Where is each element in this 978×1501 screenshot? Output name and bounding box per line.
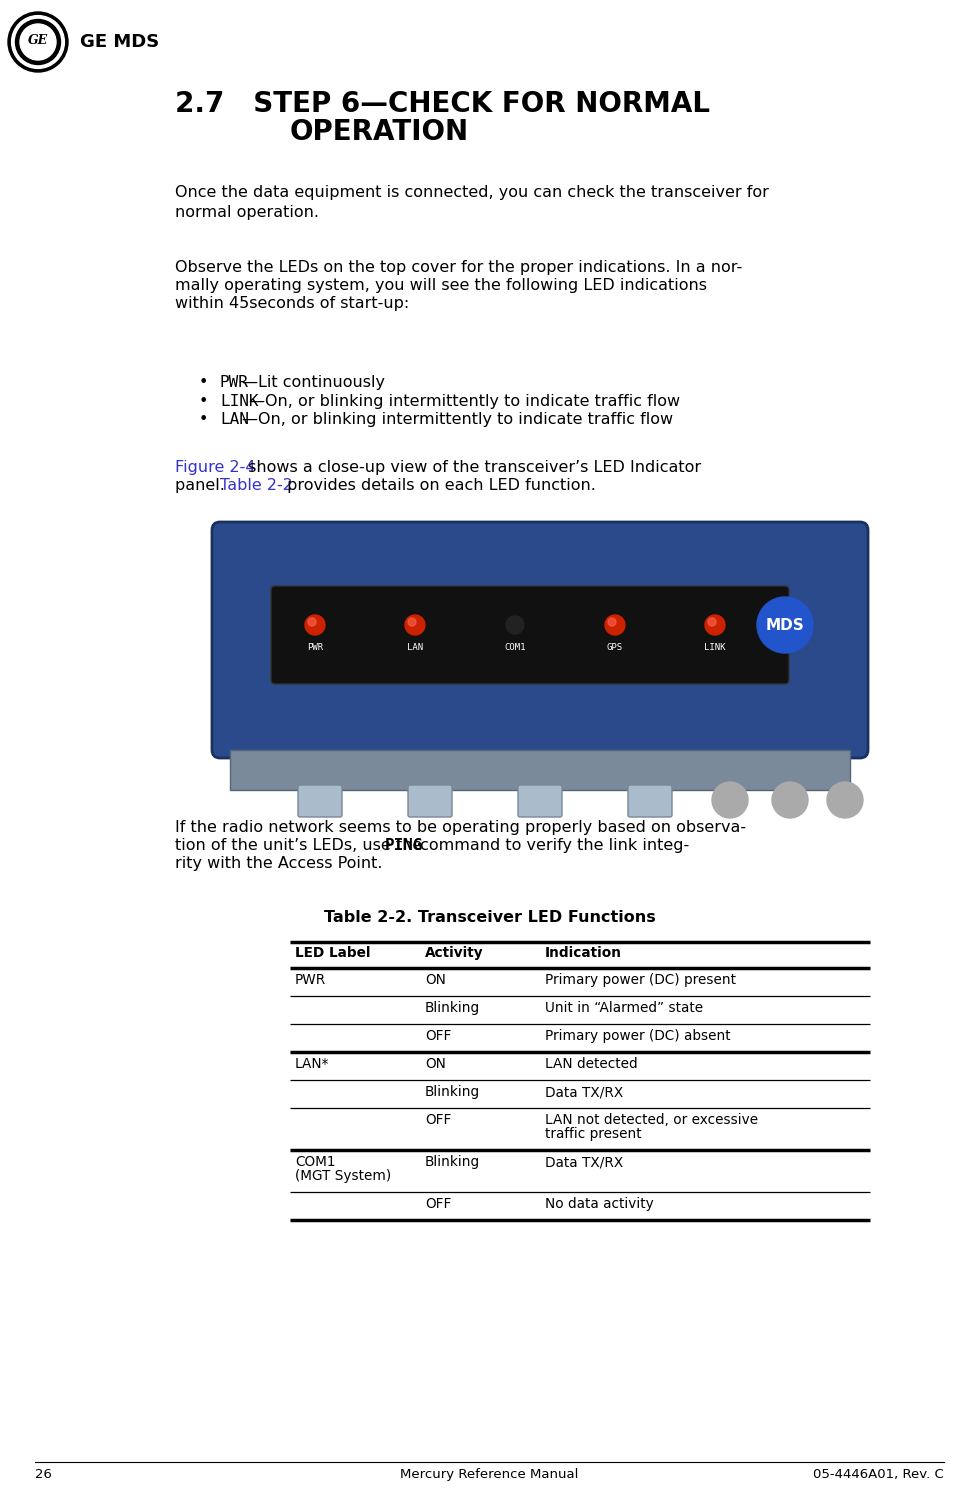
- Text: 2.7   STEP 6—CHECK FOR NORMAL: 2.7 STEP 6—CHECK FOR NORMAL: [175, 90, 709, 119]
- Circle shape: [20, 24, 56, 60]
- Circle shape: [305, 615, 325, 635]
- Text: 26: 26: [35, 1468, 52, 1481]
- Text: PWR: PWR: [307, 642, 323, 651]
- Text: Data TX/RX: Data TX/RX: [545, 1154, 623, 1169]
- Text: LINK: LINK: [220, 393, 258, 408]
- Text: •: •: [199, 393, 207, 408]
- Text: shows a close-up view of the transceiver’s LED Indicator: shows a close-up view of the transceiver…: [243, 459, 700, 474]
- Text: LAN*: LAN*: [294, 1057, 329, 1072]
- Circle shape: [711, 782, 747, 818]
- Text: Blinking: Blinking: [424, 1154, 479, 1169]
- Text: rity with the Access Point.: rity with the Access Point.: [175, 856, 382, 871]
- Text: panel.: panel.: [175, 477, 230, 492]
- Text: Table 2-2. Transceiver LED Functions: Table 2-2. Transceiver LED Functions: [324, 910, 654, 925]
- Text: tion of the unit’s LEDs, use the: tion of the unit’s LEDs, use the: [175, 838, 427, 853]
- Text: Figure 2-4. LED Indicator Panel: Figure 2-4. LED Indicator Panel: [348, 775, 630, 790]
- Text: PWR: PWR: [220, 375, 248, 390]
- Text: Primary power (DC) present: Primary power (DC) present: [545, 973, 735, 988]
- Circle shape: [506, 615, 523, 633]
- FancyBboxPatch shape: [627, 785, 671, 817]
- FancyBboxPatch shape: [517, 785, 561, 817]
- Circle shape: [12, 15, 65, 69]
- FancyBboxPatch shape: [212, 522, 867, 758]
- Text: If the radio network seems to be operating properly based on observa-: If the radio network seems to be operati…: [175, 820, 745, 835]
- Text: Once the data equipment is connected, you can check the transceiver for
normal o: Once the data equipment is connected, yo…: [175, 185, 768, 219]
- Circle shape: [607, 618, 615, 626]
- Text: Mercury Reference Manual: Mercury Reference Manual: [400, 1468, 578, 1481]
- Text: LAN not detected, or excessive: LAN not detected, or excessive: [545, 1114, 757, 1127]
- Text: mally operating system, you will see the following LED indications: mally operating system, you will see the…: [175, 278, 706, 293]
- Text: traffic present: traffic present: [545, 1127, 641, 1141]
- Text: LINK: LINK: [703, 642, 725, 651]
- Text: LAN: LAN: [407, 642, 422, 651]
- Text: OFF: OFF: [424, 1196, 451, 1211]
- Circle shape: [707, 618, 715, 626]
- Text: LAN: LAN: [220, 413, 248, 428]
- Circle shape: [405, 615, 424, 635]
- Text: PING: PING: [384, 838, 422, 853]
- Text: within 45seconds of start-up:: within 45seconds of start-up:: [175, 296, 409, 311]
- Text: provides details on each LED function.: provides details on each LED function.: [282, 477, 595, 492]
- Circle shape: [756, 597, 812, 653]
- Text: Table 2-2: Table 2-2: [220, 477, 293, 492]
- Circle shape: [604, 615, 624, 635]
- Text: OPERATION: OPERATION: [289, 119, 468, 146]
- Text: Data TX/RX: Data TX/RX: [545, 1085, 623, 1099]
- Text: COM1: COM1: [294, 1154, 335, 1169]
- Text: Primary power (DC) absent: Primary power (DC) absent: [545, 1030, 730, 1043]
- Text: No data activity: No data activity: [545, 1196, 653, 1211]
- Circle shape: [308, 618, 316, 626]
- Text: Unit in “Alarmed” state: Unit in “Alarmed” state: [545, 1001, 702, 1015]
- Text: —Lit continuously: —Lit continuously: [242, 375, 384, 390]
- Text: GPS: GPS: [606, 642, 622, 651]
- Text: Blinking: Blinking: [424, 1001, 479, 1015]
- Text: 05-4446A01, Rev. C: 05-4446A01, Rev. C: [813, 1468, 943, 1481]
- FancyBboxPatch shape: [297, 785, 341, 817]
- Text: •: •: [199, 413, 207, 428]
- Text: OFF: OFF: [424, 1030, 451, 1043]
- Circle shape: [772, 782, 807, 818]
- FancyBboxPatch shape: [271, 585, 788, 684]
- Bar: [230, 750, 849, 790]
- Text: OFF: OFF: [424, 1114, 451, 1127]
- Text: ON: ON: [424, 973, 445, 988]
- Text: •: •: [199, 375, 207, 390]
- Text: GE MDS: GE MDS: [80, 33, 159, 51]
- Text: GE: GE: [28, 33, 48, 47]
- Text: —On, or blinking intermittently to indicate traffic flow: —On, or blinking intermittently to indic…: [248, 393, 680, 408]
- Text: Observe the LEDs on the top cover for the proper indications. In a nor-: Observe the LEDs on the top cover for th…: [175, 260, 741, 275]
- Text: COM1: COM1: [504, 642, 525, 651]
- Text: Figure 2-4: Figure 2-4: [175, 459, 255, 474]
- Text: (MGT System): (MGT System): [294, 1169, 391, 1183]
- Text: Indication: Indication: [545, 946, 621, 961]
- Text: —On, or blinking intermittently to indicate traffic flow: —On, or blinking intermittently to indic…: [242, 413, 672, 428]
- Text: PWR: PWR: [294, 973, 326, 988]
- Circle shape: [8, 12, 67, 72]
- Text: Blinking: Blinking: [424, 1085, 479, 1099]
- Text: LAN detected: LAN detected: [545, 1057, 637, 1072]
- Text: LED Label: LED Label: [294, 946, 370, 961]
- Circle shape: [16, 20, 61, 65]
- Text: Activity: Activity: [424, 946, 483, 961]
- Text: MDS: MDS: [765, 617, 804, 632]
- Circle shape: [704, 615, 725, 635]
- Text: command to verify the link integ-: command to verify the link integ-: [414, 838, 689, 853]
- Text: ON: ON: [424, 1057, 445, 1072]
- Circle shape: [826, 782, 863, 818]
- Circle shape: [408, 618, 416, 626]
- FancyBboxPatch shape: [408, 785, 452, 817]
